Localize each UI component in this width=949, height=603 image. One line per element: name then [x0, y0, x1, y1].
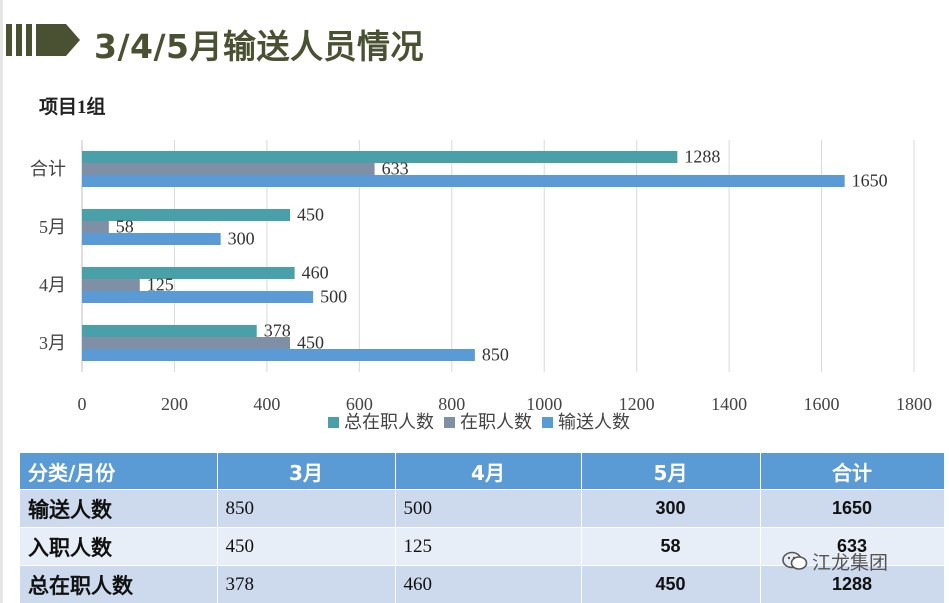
header-arrow-icon: [36, 24, 80, 56]
table-header-cell: 合计: [760, 453, 945, 490]
legend-swatch: [444, 417, 455, 428]
header-decor-bar: [16, 24, 22, 56]
table-header-row: 分类/月份 3月 4月 5月 合计: [20, 453, 945, 490]
data-label: 500: [320, 287, 347, 307]
table-cell: 850: [217, 489, 396, 528]
bar: [82, 337, 290, 349]
table-header-cell: 5月: [581, 453, 761, 490]
data-label: 460: [302, 263, 329, 283]
bar: [82, 325, 257, 337]
data-label: 850: [482, 345, 509, 365]
bar: [82, 349, 475, 361]
x-tick-label: 1800: [896, 394, 932, 414]
table-row: 总在职人数 378 460 450 1288: [20, 565, 945, 603]
table-header-cell: 分类/月份: [20, 453, 218, 490]
data-label: 450: [297, 333, 324, 353]
left-edge-rule: [0, 0, 3, 603]
x-tick-label: 200: [161, 394, 188, 414]
x-tick-label: 600: [346, 394, 373, 414]
row-label: 入职人数: [20, 527, 218, 566]
table-row: 输送人数 850 500 300 1650: [20, 489, 945, 528]
y-category-label: 5月: [39, 217, 66, 237]
page-title: 3/4/5月输送人员情况: [94, 27, 424, 66]
bar: [82, 163, 375, 175]
bar: [82, 233, 221, 245]
table-cell: 378: [217, 565, 396, 603]
table-cell: 633: [760, 527, 945, 566]
table-row: 入职人数 450 125 58 633: [20, 527, 945, 566]
table-cell: 1650: [760, 489, 945, 528]
summary-table: 分类/月份 3月 4月 5月 合计 输送人数 850 500 300 1650 …: [20, 453, 945, 603]
legend-swatch: [542, 417, 553, 428]
bar: [82, 175, 845, 187]
legend-label: 在职人数: [460, 412, 532, 433]
data-label: 300: [228, 229, 255, 249]
x-tick-label: 1200: [619, 394, 655, 414]
x-tick-label: 1400: [711, 394, 747, 414]
table-cell: 125: [395, 527, 582, 566]
x-tick-label: 0: [78, 394, 87, 414]
legend-label: 输送人数: [558, 412, 630, 433]
bar: [82, 267, 295, 279]
table-cell: 460: [395, 565, 582, 603]
header-decor-bar: [6, 24, 12, 56]
bar: [82, 291, 314, 303]
legend-label: 总在职人数: [344, 412, 434, 433]
bar: [82, 151, 678, 163]
wechat-icon: [782, 551, 808, 570]
bar: [82, 221, 109, 233]
y-category-label: 4月: [39, 275, 66, 295]
table-header-cell: 3月: [217, 453, 396, 490]
row-label: 总在职人数: [20, 565, 218, 603]
data-label: 450: [297, 205, 324, 225]
legend-swatch: [328, 417, 339, 428]
row-label: 输送人数: [20, 489, 218, 528]
page-header: 3/4/5月输送人员情况: [0, 18, 949, 66]
table-header-cell: 4月: [395, 453, 582, 490]
chart-subtitle: 项目1组: [39, 97, 106, 118]
table-cell: 1288: [760, 565, 945, 603]
header-decor-bar: [26, 24, 32, 56]
table-cell: 450: [581, 565, 761, 603]
data-label: 1288: [684, 147, 720, 167]
y-category-label: 3月: [39, 333, 66, 353]
table-cell: 450: [217, 527, 396, 566]
x-tick-label: 400: [253, 394, 280, 414]
x-tick-label: 1600: [804, 394, 840, 414]
data-label: 58: [116, 217, 134, 237]
x-tick-label: 1000: [526, 394, 562, 414]
bar: [82, 209, 290, 221]
table-cell: 58: [581, 527, 761, 566]
data-label: 378: [264, 321, 291, 341]
x-tick-label: 800: [438, 394, 465, 414]
bar: [82, 279, 140, 291]
table-cell: 500: [395, 489, 582, 528]
bar-chart: 0 200 400 600 800 1000 1200 1400 1600 1800 合计 1288 6…: [30, 140, 932, 433]
data-label: 1650: [852, 171, 888, 191]
watermark-text: 江龙集团: [812, 552, 889, 574]
data-label: 633: [382, 159, 409, 179]
table-cell: 300: [581, 489, 761, 528]
y-category-label: 合计: [30, 159, 66, 179]
data-label: 125: [147, 275, 174, 295]
